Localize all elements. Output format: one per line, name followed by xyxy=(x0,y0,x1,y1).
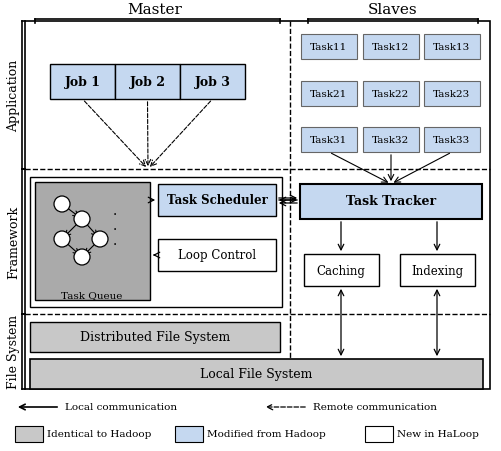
Circle shape xyxy=(74,212,90,227)
Bar xyxy=(301,82,356,107)
Bar xyxy=(175,426,202,442)
Text: Caching: Caching xyxy=(316,264,365,277)
Bar xyxy=(50,65,115,100)
Text: Task Tracker: Task Tracker xyxy=(345,195,435,208)
Bar xyxy=(15,426,43,442)
Bar xyxy=(35,183,150,300)
Text: Identical to Hadoop: Identical to Hadoop xyxy=(47,429,151,438)
Bar xyxy=(158,184,276,216)
Text: Task12: Task12 xyxy=(372,43,409,52)
Bar xyxy=(25,22,489,389)
Text: Task13: Task13 xyxy=(432,43,470,52)
Bar xyxy=(30,359,482,389)
Text: Local File System: Local File System xyxy=(199,368,312,381)
Circle shape xyxy=(92,231,108,248)
Text: Job 1: Job 1 xyxy=(64,76,100,89)
Text: Task32: Task32 xyxy=(372,136,409,145)
Text: Loop Control: Loop Control xyxy=(177,249,256,262)
Bar xyxy=(180,65,244,100)
Text: File System: File System xyxy=(8,314,21,388)
Text: ·: · xyxy=(113,207,117,221)
Bar xyxy=(423,128,479,152)
Text: ·: · xyxy=(113,238,117,252)
Text: ·: · xyxy=(113,222,117,236)
Bar xyxy=(423,35,479,60)
Text: Job 3: Job 3 xyxy=(194,76,230,89)
Bar xyxy=(362,35,418,60)
Bar xyxy=(301,128,356,152)
Text: Application: Application xyxy=(8,60,21,132)
Text: Task23: Task23 xyxy=(432,90,470,99)
Circle shape xyxy=(54,197,70,212)
Bar xyxy=(300,184,481,220)
Bar xyxy=(423,82,479,107)
Text: Distributed File System: Distributed File System xyxy=(80,331,229,344)
Text: Task11: Task11 xyxy=(310,43,347,52)
Text: Slaves: Slaves xyxy=(367,3,417,17)
Text: Task21: Task21 xyxy=(310,90,347,99)
Bar xyxy=(115,65,180,100)
Bar xyxy=(399,254,474,286)
Text: Task33: Task33 xyxy=(432,136,470,145)
Circle shape xyxy=(74,249,90,265)
Text: Task Queue: Task Queue xyxy=(61,291,122,300)
Text: Task Scheduler: Task Scheduler xyxy=(166,194,267,207)
Bar xyxy=(362,128,418,152)
Bar xyxy=(304,254,378,286)
Bar xyxy=(362,82,418,107)
Bar xyxy=(364,426,392,442)
Circle shape xyxy=(54,231,70,248)
Text: New in HaLoop: New in HaLoop xyxy=(396,429,478,438)
Text: Task31: Task31 xyxy=(310,136,347,145)
Text: Master: Master xyxy=(127,3,182,17)
Bar xyxy=(30,178,282,307)
Bar xyxy=(158,239,276,272)
Text: Remote communication: Remote communication xyxy=(313,403,436,412)
Bar xyxy=(30,322,280,352)
Text: Modified from Hadoop: Modified from Hadoop xyxy=(206,429,325,438)
Bar xyxy=(301,35,356,60)
Text: Local communication: Local communication xyxy=(65,403,177,412)
Text: Framework: Framework xyxy=(8,205,21,278)
Text: Job 2: Job 2 xyxy=(129,76,165,89)
Text: Indexing: Indexing xyxy=(410,264,462,277)
Text: Task22: Task22 xyxy=(372,90,409,99)
